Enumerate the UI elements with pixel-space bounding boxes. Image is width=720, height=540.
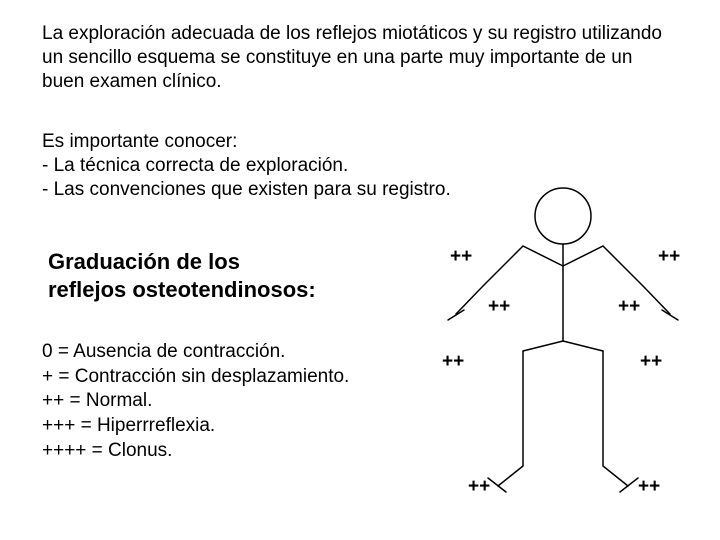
reflex-foot-left: ++ bbox=[468, 476, 490, 498]
reflex-foot-right: ++ bbox=[638, 476, 660, 498]
reflex-upper-right: ++ bbox=[658, 246, 680, 268]
stick-figure-diagram: ++ ++ ++ ++ ++ ++ ++ ++ bbox=[428, 186, 698, 516]
graduation-title: Graduación de los reflejos osteotendinos… bbox=[48, 248, 428, 303]
reflex-upper-left: ++ bbox=[450, 246, 472, 268]
reflex-elbow-right: ++ bbox=[618, 296, 640, 318]
reflex-knee-right: ++ bbox=[640, 351, 662, 373]
graduation-title-line1: Graduación de los bbox=[48, 248, 428, 276]
graduation-title-line2: reflejos osteotendinosos: bbox=[48, 276, 428, 304]
intro-paragraph: La exploración adecuada de los reflejos … bbox=[42, 22, 662, 93]
scale-4: ++++ = Clonus. bbox=[42, 439, 442, 464]
reflex-knee-left: ++ bbox=[442, 351, 464, 373]
know-lead: Es importante conocer: bbox=[42, 130, 662, 154]
scale-3: +++ = Hiperrreflexia. bbox=[42, 414, 442, 439]
scale-0: 0 = Ausencia de contracción. bbox=[42, 340, 442, 365]
graduation-scale: 0 = Ausencia de contracción. + = Contrac… bbox=[42, 340, 442, 463]
scale-1: + = Contracción sin desplazamiento. bbox=[42, 365, 442, 390]
reflex-elbow-left: ++ bbox=[488, 296, 510, 318]
scale-2: ++ = Normal. bbox=[42, 389, 442, 414]
know-item-1: - La técnica correcta de exploración. bbox=[42, 154, 662, 178]
